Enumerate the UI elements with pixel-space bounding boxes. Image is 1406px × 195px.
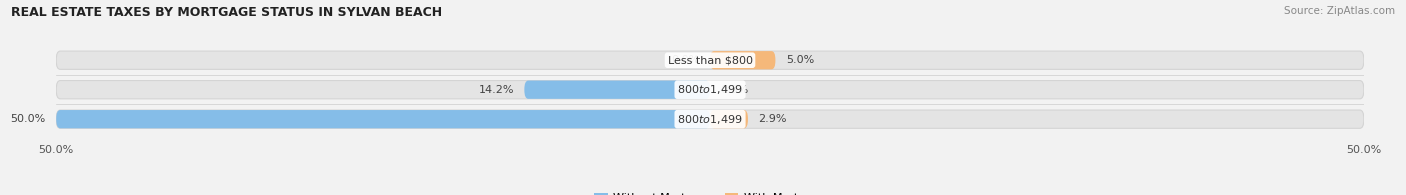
Text: 14.2%: 14.2% bbox=[478, 85, 515, 95]
Text: Source: ZipAtlas.com: Source: ZipAtlas.com bbox=[1284, 6, 1395, 16]
Text: 0.0%: 0.0% bbox=[671, 55, 700, 65]
Text: Less than $800: Less than $800 bbox=[668, 55, 752, 65]
FancyBboxPatch shape bbox=[56, 51, 1364, 69]
FancyBboxPatch shape bbox=[710, 51, 776, 69]
Text: 50.0%: 50.0% bbox=[10, 114, 46, 124]
FancyBboxPatch shape bbox=[56, 81, 1364, 99]
Text: 5.0%: 5.0% bbox=[786, 55, 814, 65]
Text: $800 to $1,499: $800 to $1,499 bbox=[678, 113, 742, 126]
Text: 2.9%: 2.9% bbox=[758, 114, 787, 124]
FancyBboxPatch shape bbox=[56, 110, 710, 128]
Text: REAL ESTATE TAXES BY MORTGAGE STATUS IN SYLVAN BEACH: REAL ESTATE TAXES BY MORTGAGE STATUS IN … bbox=[11, 6, 443, 19]
Legend: Without Mortgage, With Mortgage: Without Mortgage, With Mortgage bbox=[589, 189, 831, 195]
FancyBboxPatch shape bbox=[524, 81, 710, 99]
FancyBboxPatch shape bbox=[56, 110, 1364, 128]
FancyBboxPatch shape bbox=[710, 110, 748, 128]
Text: 0.0%: 0.0% bbox=[720, 85, 749, 95]
Text: $800 to $1,499: $800 to $1,499 bbox=[678, 83, 742, 96]
